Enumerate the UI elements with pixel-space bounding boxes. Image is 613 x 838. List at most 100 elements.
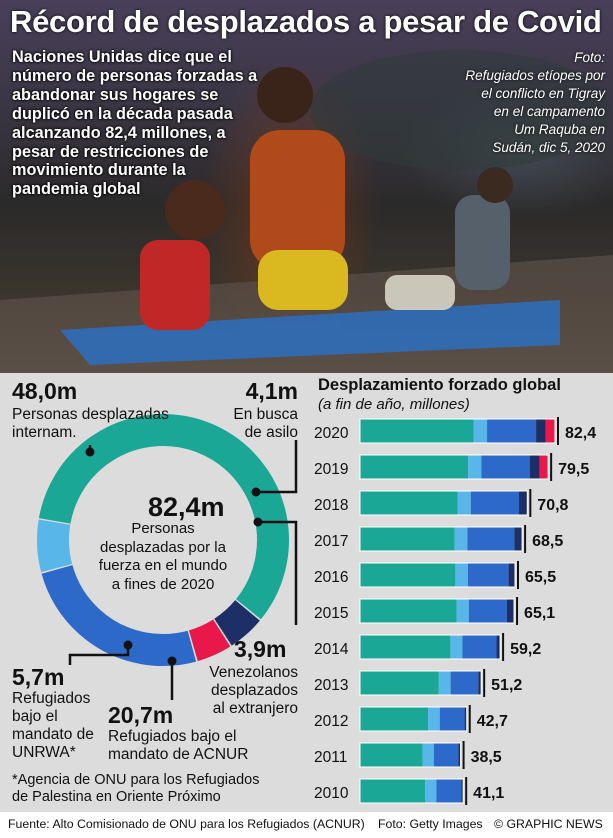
center-line: Personas xyxy=(131,520,195,537)
bar-outline xyxy=(359,562,516,588)
bar-total-label: 65,1 xyxy=(524,605,555,622)
bar-segment-unhcr xyxy=(470,491,520,515)
center-line: desplazadas por la xyxy=(100,538,226,556)
bar-year-label: 2016 xyxy=(314,569,348,586)
bar-segment-asylum xyxy=(514,527,523,551)
bar-total-label: 65,5 xyxy=(525,569,556,586)
footer-photo: Foto: Getty Images xyxy=(378,817,483,831)
bar-total-label: 82,4 xyxy=(565,425,596,442)
leader-unrwa xyxy=(68,645,130,665)
bar-year-label: 2017 xyxy=(314,533,348,550)
bar-total-label: 38,5 xyxy=(471,749,502,766)
label-internal-text: Personas desplazadas internam. xyxy=(12,406,169,441)
dot-internal xyxy=(85,447,95,457)
bar-outline xyxy=(359,526,523,552)
bar-year-label: 2014 xyxy=(314,641,349,658)
photo-credit-line: Sudán, dic 5, 2020 xyxy=(492,140,605,155)
photo-credit-line: en el campamento xyxy=(493,104,605,119)
label-internal-value: 48,0m xyxy=(12,378,78,404)
bar-segment-internal xyxy=(360,779,426,803)
bar-segment-unhcr xyxy=(468,599,507,623)
bar-year-label: 2011 xyxy=(314,749,347,766)
photo-credit-line: Um Raquba en xyxy=(514,122,605,137)
bar-segment-venezuelans xyxy=(545,419,555,443)
bar-segment-unhcr xyxy=(467,527,515,551)
bar-segment-unrwa xyxy=(457,491,471,515)
bar-segment-asylum xyxy=(461,779,464,803)
bar-segment-internal xyxy=(360,527,455,551)
bar-year-label: 2020 xyxy=(314,425,349,442)
leader-lines xyxy=(68,440,298,700)
page-title: Récord de desplazados a pesar de Covid xyxy=(10,4,602,39)
photo-credit-line: el conflicto en Tigray xyxy=(481,86,605,101)
bar-segment-internal xyxy=(360,707,429,731)
bar-outline xyxy=(359,778,464,804)
bar-segment-internal xyxy=(360,455,469,479)
bar-total-label: 41,1 xyxy=(473,785,504,802)
bar-segment-unrwa xyxy=(425,779,437,803)
bar-outline xyxy=(359,634,501,660)
bar-outline xyxy=(359,490,528,516)
leader-asylum xyxy=(256,440,298,494)
bar-segment-unrwa xyxy=(455,563,468,587)
bar-segment-asylum xyxy=(478,671,482,695)
bar-segment-unrwa xyxy=(468,455,482,479)
bar-segment-asylum xyxy=(536,419,546,443)
bar-outline xyxy=(359,418,556,444)
bar-year-label: 2015 xyxy=(314,605,348,622)
label-asylum-text: En busca de asilo xyxy=(233,406,298,441)
bar-segment-internal xyxy=(360,491,458,515)
donut-chart xyxy=(37,413,298,700)
bar-total-label: 59,2 xyxy=(510,641,541,658)
footer-brand: © GRAPHIC NEWS xyxy=(494,817,603,831)
bar-outline xyxy=(359,598,515,624)
bar-total-label: 79,5 xyxy=(558,461,589,478)
bar-segment-unhcr xyxy=(462,635,497,659)
donut-segment-unhcr xyxy=(37,413,289,666)
intro-text: Naciones Unidas dice que el número de pe… xyxy=(12,48,258,199)
dot-venezuelans xyxy=(253,517,263,527)
bar-year-label: 2019 xyxy=(314,461,348,478)
photo-credit-line: Refugiados etíopes por xyxy=(465,68,605,83)
donut-center-label: Personas desplazadas por la fuerza en el… xyxy=(78,520,248,594)
footer: Fuente: Alto Comisionado de ONU para los… xyxy=(0,812,613,838)
bar-segment-unhcr xyxy=(436,779,462,803)
bar-segment-asylum xyxy=(529,455,540,479)
photo-credit: Foto: Refugiados etíopes por el conflict… xyxy=(430,49,605,157)
chart-title: Desplazamiento forzado global xyxy=(318,376,561,394)
bar-outline xyxy=(359,454,549,480)
photo-credit-line: Foto: xyxy=(574,50,605,65)
label-venezuelans-value: 3,9m xyxy=(234,636,287,662)
bar-year-label: 2010 xyxy=(314,785,349,802)
label-asylum-value: 4,1m xyxy=(245,378,298,404)
bar-chart: 2020 82,4 2019 79,5 2018 70,8 2017 68,5 2016 65,5… xyxy=(314,417,596,805)
bar-segment-internal xyxy=(360,599,457,623)
bar-total-label: 51,2 xyxy=(491,677,522,694)
label-venezuelans-text: Venezolanos desplazados al extranjero xyxy=(209,664,298,717)
label-unhcr-value: 20,7m xyxy=(108,702,174,728)
bar-segment-internal xyxy=(360,419,474,443)
bar-total-label: 70,8 xyxy=(537,497,568,514)
bar-total-label: 68,5 xyxy=(532,533,563,550)
bar-year-label: 2013 xyxy=(314,677,348,694)
chart-subtitle: (a fin de año, millones) xyxy=(318,396,470,413)
bar-chart-marks: 2020 82,4 2019 79,5 2018 70,8 2017 68,5 2016 65,5… xyxy=(314,417,596,805)
bar-segment-unrwa xyxy=(422,743,434,767)
bar-segment-unhcr xyxy=(439,707,465,731)
header-photo: Récord de desplazados a pesar de Covid N… xyxy=(0,0,613,373)
bar-segment-asylum xyxy=(496,635,501,659)
label-unhcr-text: Refugiados bajo el mandato de ACNUR xyxy=(108,728,249,763)
dot-asylum xyxy=(251,487,261,497)
bar-segment-asylum xyxy=(464,707,467,731)
leader-venezuelans xyxy=(258,520,298,625)
bar-segment-unhcr xyxy=(481,455,530,479)
bar-segment-unhcr xyxy=(487,419,537,443)
bar-segment-unrwa xyxy=(473,419,488,443)
donut-segment-internal xyxy=(37,413,289,666)
dot-unhcr xyxy=(167,656,177,666)
refugee-photo-illustration xyxy=(0,50,613,373)
bar-year-label: 2012 xyxy=(314,713,348,730)
bar-segment-unrwa xyxy=(450,635,463,659)
bar-segment-internal xyxy=(360,563,456,587)
center-line: fuerza en el mundo xyxy=(98,557,228,574)
